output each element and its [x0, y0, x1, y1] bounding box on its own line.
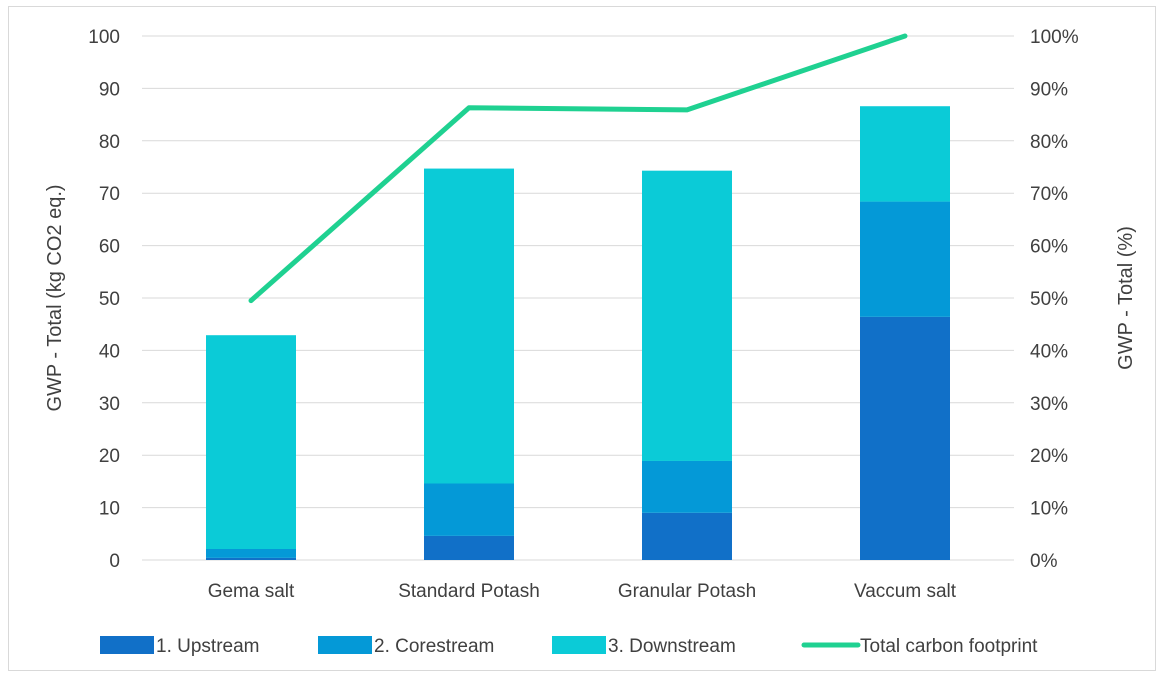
y-tick-label-right: 0%	[1030, 551, 1058, 572]
y-tick-label-left: 80	[99, 132, 120, 153]
y-tick-label-right: 30%	[1030, 394, 1068, 415]
bar-segment-series-1	[860, 316, 950, 560]
y-tick-label-left: 20	[99, 446, 120, 467]
y-tick-label-right: 10%	[1030, 499, 1068, 520]
bar-segment-series-2	[424, 483, 514, 536]
legend-label: 2. Corestream	[374, 636, 494, 657]
x-tick-label: Gema salt	[208, 581, 295, 602]
y-tick-label-left: 30	[99, 394, 120, 415]
bar-segment-series-3	[206, 335, 296, 549]
y-tick-label-left: 60	[99, 237, 120, 258]
x-tick-label: Granular Potash	[618, 581, 756, 602]
bar-segment-series-2	[642, 460, 732, 513]
bar-segment-series-3	[860, 106, 950, 202]
x-tick-label: Vaccum salt	[854, 581, 957, 602]
legend-swatch	[100, 636, 154, 654]
y-tick-label-right: 90%	[1030, 79, 1068, 100]
legend-label: 1. Upstream	[156, 636, 259, 657]
total-carbon-footprint-line	[248, 33, 908, 304]
y-tick-label-left: 50	[99, 289, 120, 310]
y-axis-label-right: GWP - Total (%)	[1115, 226, 1137, 370]
y-tick-label-left: 90	[99, 79, 120, 100]
bar-segment-series-1	[206, 557, 296, 560]
bar-segment-series-3	[642, 170, 732, 461]
y-tick-label-left: 70	[99, 184, 120, 205]
line-series	[248, 33, 908, 304]
legend-swatch	[552, 636, 606, 654]
legend-swatch	[318, 636, 372, 654]
y-tick-label-right: 100%	[1030, 27, 1079, 48]
y-tick-label-right: 40%	[1030, 341, 1068, 362]
y-tick-label-right: 50%	[1030, 289, 1068, 310]
y-tick-label-left: 0	[109, 551, 120, 572]
y-axis-label-left: GWP - Total (kg CO2 eq.)	[44, 184, 66, 411]
y-tick-label-right: 80%	[1030, 132, 1068, 153]
bar-segment-series-1	[424, 535, 514, 560]
y-tick-label-right: 60%	[1030, 237, 1068, 258]
legend-label: Total carbon footprint	[860, 636, 1038, 657]
y-tick-label-right: 20%	[1030, 446, 1068, 467]
chart-frame	[8, 6, 1156, 671]
bar-segment-series-2	[206, 548, 296, 558]
bar-segment-series-1	[642, 512, 732, 560]
legend-label: 3. Downstream	[608, 636, 736, 657]
tick-labels: 0 10 20 30 40 50 60 70 80 90 100 0% 10% 20% 30% 40% 50% 6…	[88, 27, 1078, 602]
y-tick-label-right: 70%	[1030, 184, 1068, 205]
y-tick-label-left: 10	[99, 499, 120, 520]
y-tick-label-left: 40	[99, 341, 120, 362]
x-tick-label: Standard Potash	[398, 581, 540, 602]
legend: 1. Upstream 2. Corestream 3. Downstream Tot…	[100, 636, 1038, 657]
bar-segment-series-3	[424, 168, 514, 484]
y-tick-label-left: 100	[88, 27, 120, 48]
bars	[206, 106, 950, 560]
bar-segment-series-2	[860, 201, 950, 317]
